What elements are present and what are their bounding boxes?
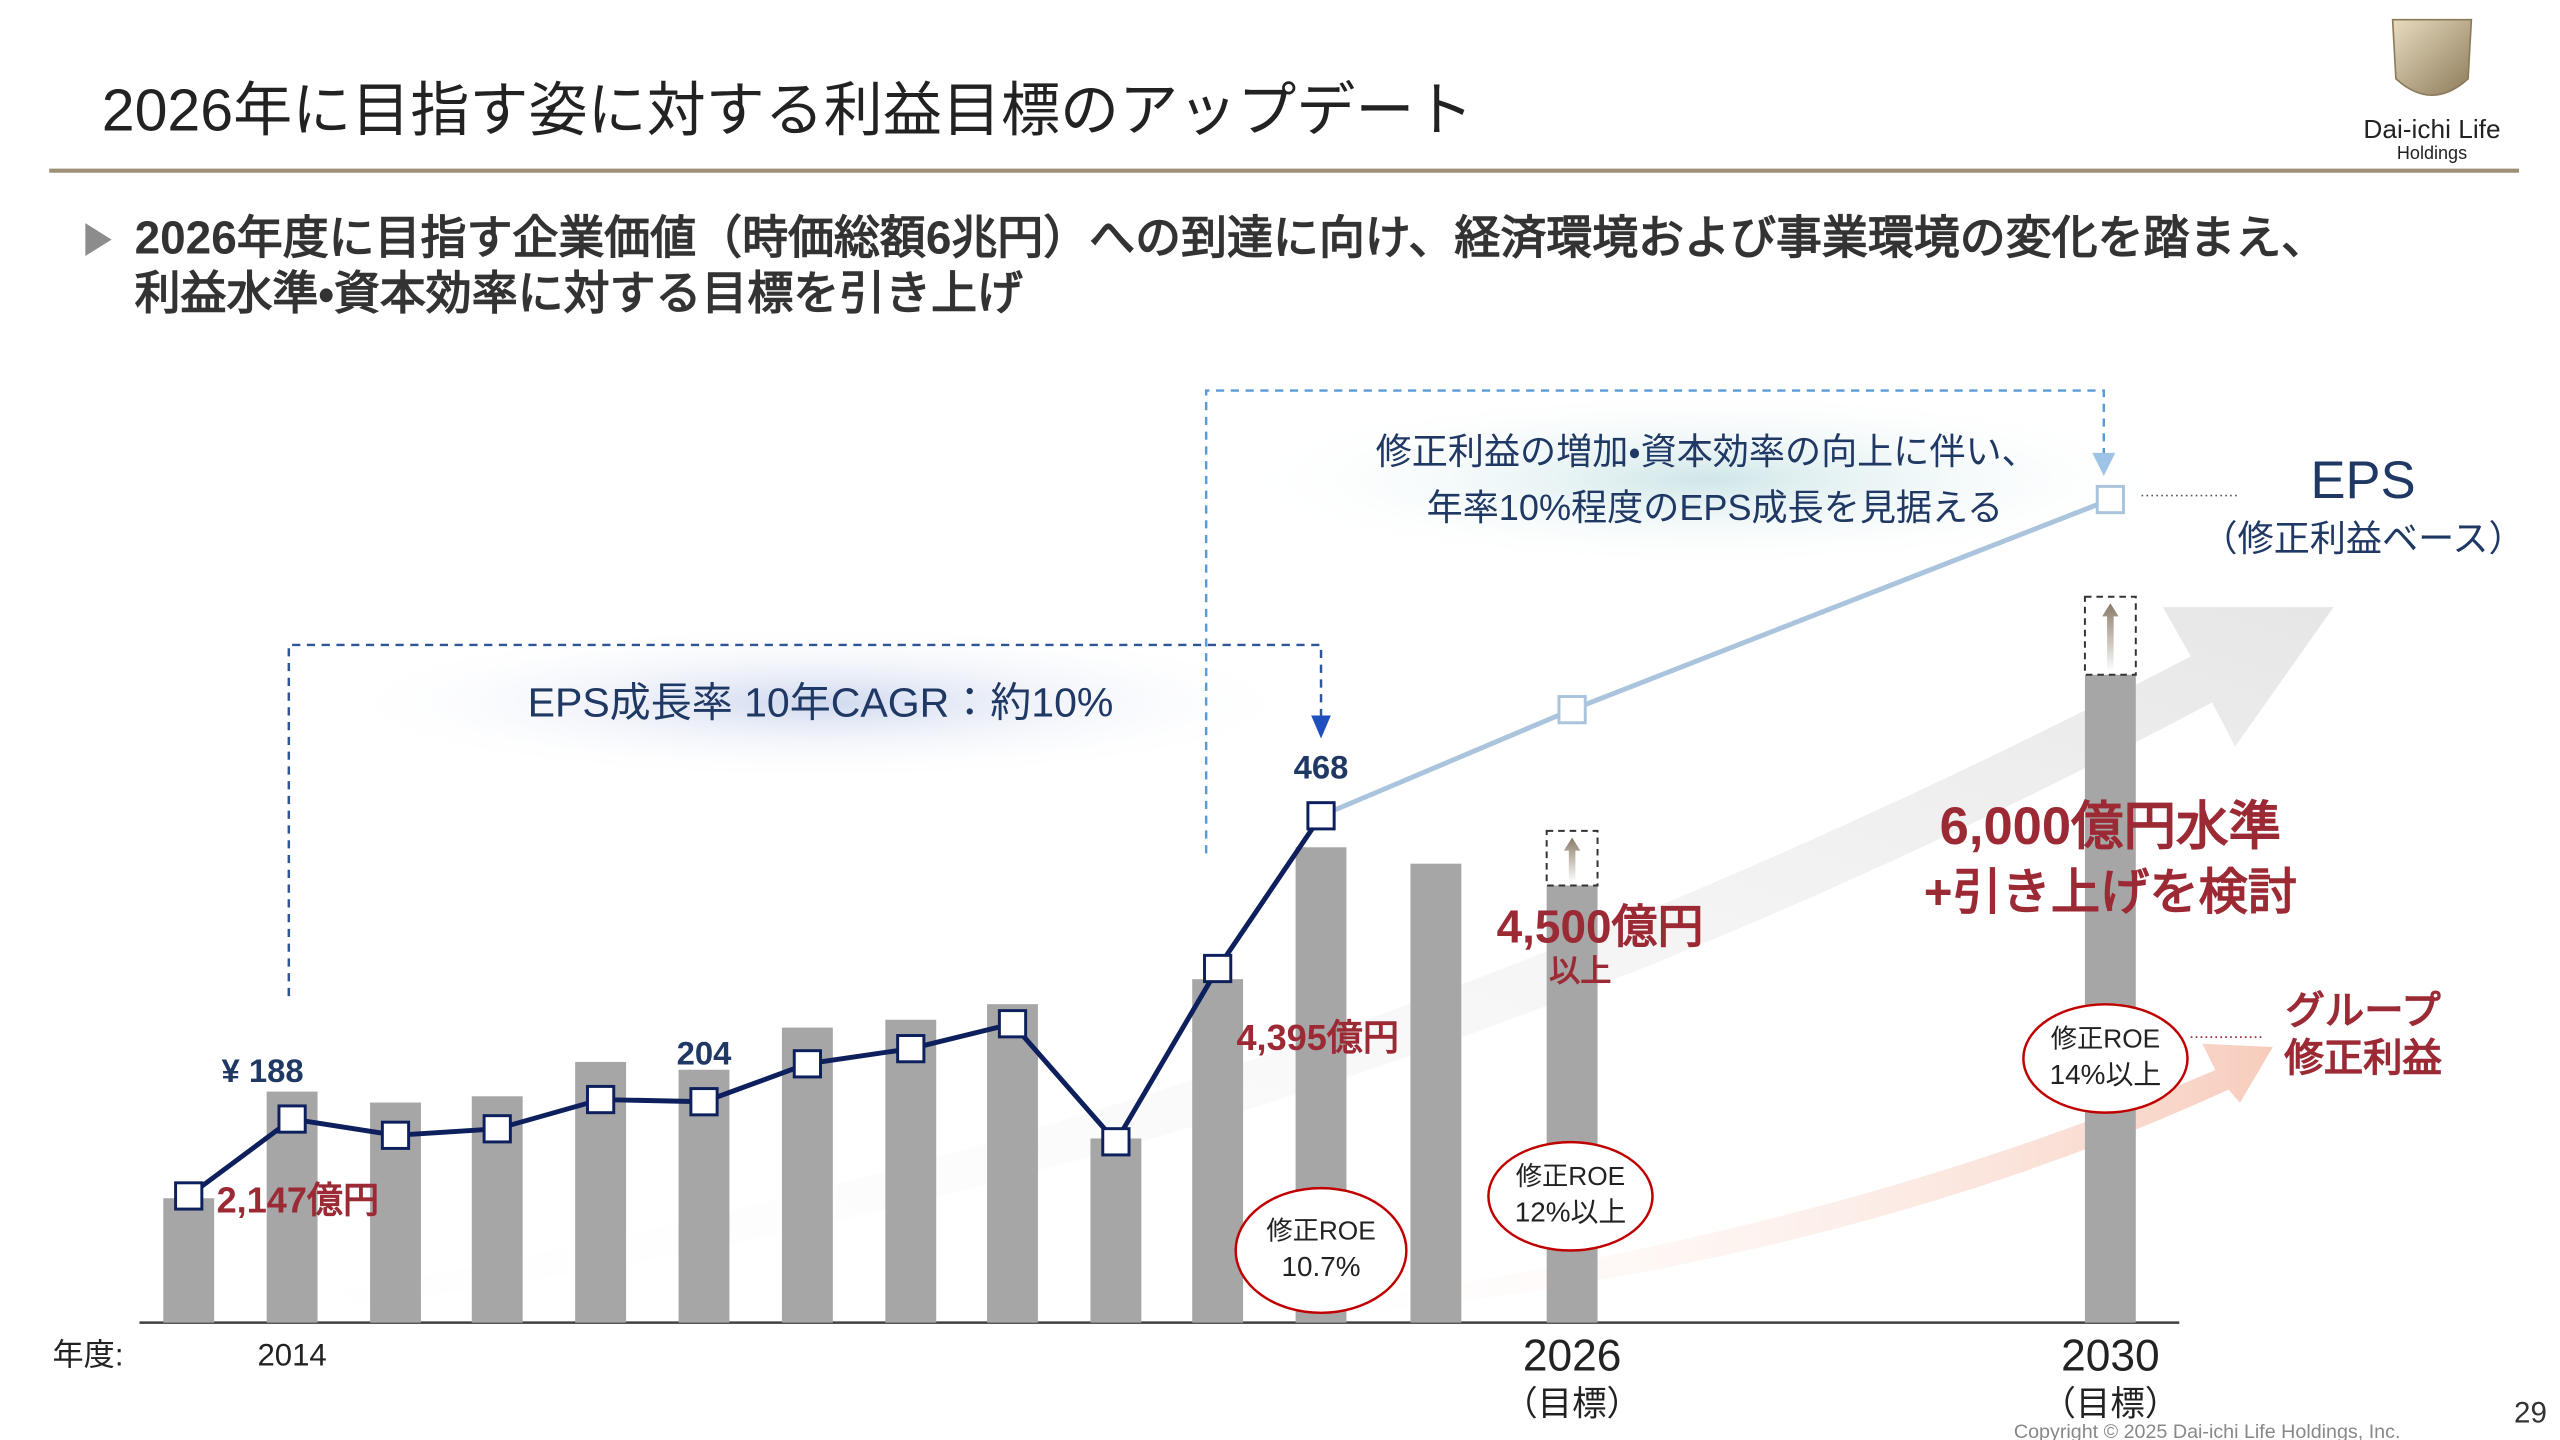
- target-note: 以上: [1549, 953, 1611, 988]
- roe-badge: [1234, 1186, 1408, 1315]
- eps-point: [586, 1084, 616, 1115]
- target-label: 4,500億円: [1497, 901, 1704, 953]
- target-arrow: [1563, 837, 1581, 883]
- target-arrow: [2102, 603, 2119, 672]
- annotation: EPS成長率 10年CAGR：約10%: [528, 679, 1114, 725]
- roe-label: 修正ROE: [1516, 1161, 1625, 1191]
- roe-value: 12%以上: [1515, 1197, 1627, 1228]
- eps-value-label: 204: [677, 1034, 732, 1071]
- bar: [1090, 1138, 1142, 1323]
- roe-value: 14%以上: [2050, 1059, 2162, 1090]
- copyright: Copyright © 2025 Dai-ichi Life Holdings,…: [2014, 1421, 2401, 1440]
- bracket-arrow: [2092, 452, 2116, 476]
- target-note: +引き上げを検討: [1924, 865, 2297, 920]
- bar: [1192, 979, 1244, 1323]
- bar: [1410, 863, 1462, 1323]
- x-tick-label: 2030: [2061, 1331, 2160, 1380]
- target-box: [2083, 595, 2137, 676]
- annotation-glow: [328, 623, 1313, 782]
- eps-line: [187, 814, 1324, 1198]
- logo-text: Dai-ichi Life: [2363, 114, 2500, 144]
- roe-badge: [2022, 1003, 2189, 1114]
- bar-value-label: 2,147億円: [217, 1179, 380, 1220]
- page-number: 29: [2514, 1396, 2547, 1429]
- eps-value-label: 468: [1294, 749, 1349, 786]
- bracket-arrow: [1311, 715, 1331, 739]
- bullet-text: 利益水準・資本効率に対する目標を引き上げ: [135, 267, 1023, 319]
- eps-point: [792, 1049, 822, 1079]
- eps-point: [1306, 801, 1336, 831]
- bar: [163, 1198, 215, 1323]
- bracket: [287, 643, 1323, 997]
- eps-value-label: ¥ 188: [222, 1052, 304, 1089]
- slide-title: 2026年に目指す姿に対する利益目標のアップデート: [102, 77, 1474, 143]
- legend-box: グループ修正利益: [2284, 989, 2442, 1082]
- legend-label: グループ修正利益: [2284, 989, 2442, 1082]
- x-tick-label: 2014: [257, 1337, 326, 1372]
- annotation: 修正利益の増加・資本効率の向上に伴い、: [1376, 431, 2038, 472]
- x-tick-note: （目標）: [1503, 1385, 1641, 1423]
- legend-sublabel: （修正利益ベース）: [2202, 518, 2525, 559]
- logo-mark: [2391, 18, 2473, 96]
- eps-point: [997, 1009, 1028, 1039]
- logo-subtext: Holdings: [2397, 143, 2467, 163]
- eps-point: [482, 1114, 512, 1144]
- eps-point: [1101, 1127, 1131, 1157]
- bracket: [1204, 389, 2106, 854]
- eps-point: [174, 1181, 204, 1211]
- eps-point: [2095, 484, 2125, 515]
- x-tick-note: （目標）: [2041, 1385, 2179, 1423]
- eps-point: [896, 1034, 926, 1064]
- annotation: 年率10%程度のEPS成長を見据える: [1427, 487, 2004, 528]
- roe-value: 10.7%: [1282, 1251, 1361, 1282]
- plot: 2014 2026 （目標） 2030 （目標） 2,147億円 4,395億円 4,500億…: [163, 484, 2297, 1423]
- annotation-glow: [1230, 388, 2183, 570]
- x-axis-label: 年度:: [53, 1337, 124, 1372]
- roe-label: 修正ROE: [1266, 1215, 1375, 1245]
- eps-point: [277, 1104, 307, 1134]
- target-box: [1545, 829, 1599, 887]
- eps-point: [1557, 695, 1587, 725]
- legend-label: EPS: [2311, 451, 2416, 510]
- bar: [2084, 674, 2136, 1323]
- target-label: 6,000億円水準: [1940, 797, 2281, 856]
- bar-value-label: 4,395億円: [1236, 1017, 1399, 1058]
- bullet-text: 2026年度に目指す企業価値（時価総額6兆円）への到達に向け、経済環境および事業…: [135, 211, 2328, 263]
- roe-badge: [1487, 1140, 1654, 1252]
- eps-point: [380, 1120, 411, 1150]
- bullet-marker: [85, 223, 112, 256]
- x-tick-label: 2026: [1523, 1331, 1622, 1380]
- roe-label: 修正ROE: [2051, 1023, 2160, 1053]
- eps-point: [689, 1087, 719, 1117]
- bar: [987, 1004, 1038, 1323]
- eps-point: [1203, 953, 1233, 984]
- bar: [885, 1019, 937, 1323]
